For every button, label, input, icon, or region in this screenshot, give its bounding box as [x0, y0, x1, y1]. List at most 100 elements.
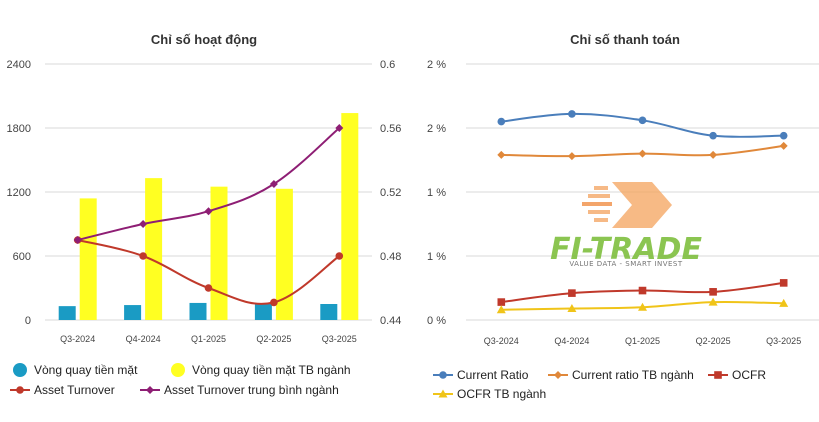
x-axis-tick-label: Q3-2024	[60, 334, 95, 344]
payment-chart: Chỉ số thanh toán 0 % 1 % 1 % 2 % 2 % Q3-202…	[427, 32, 819, 401]
left-axis-tick-label: 600	[13, 251, 31, 263]
current-ratio-industry-point	[709, 150, 718, 159]
activity-chart-legend[interactable]: Vòng quay tiền mặt Vòng quay tiền mặt TB …	[10, 363, 351, 397]
left-axis-tick-label: 2 %	[427, 123, 446, 135]
current-ratio-point	[568, 110, 576, 118]
left-axis-tick-label: 2400	[7, 59, 31, 71]
ocfr-point	[779, 279, 788, 287]
x-axis-tick-label: Q3-2025	[766, 336, 801, 346]
asset-turnover-industry-line	[77, 127, 340, 241]
asset-turnover-industry-point	[269, 180, 278, 188]
legend-item[interactable]: Vòng quay tiền mặt TB ngành	[171, 363, 351, 377]
legend-swatch-marker	[439, 371, 447, 379]
asset-turnover-industry-point	[139, 220, 148, 228]
asset-turnover-point	[204, 284, 213, 292]
legend-swatch-marker	[714, 371, 722, 379]
asset-turnover-point	[270, 298, 278, 307]
x-axis-tick-label: Q2-2025	[256, 334, 291, 344]
current-ratio-point	[638, 116, 647, 125]
legend-item[interactable]: Asset Turnover	[10, 383, 115, 397]
payment-chart-lines	[496, 110, 789, 314]
cash-turnover-bar	[189, 302, 207, 320]
legend-item[interactable]: Current Ratio	[433, 368, 529, 382]
legend-item[interactable]: OCFR	[708, 368, 766, 382]
left-axis-tick-label: 2 %	[427, 59, 446, 71]
current-ratio-industry-point	[779, 141, 788, 150]
asset-turnover-industry-point	[73, 236, 82, 244]
legend-label: Current ratio TB ngành	[572, 368, 694, 382]
activity-chart-left-axis: 0 600 1200 1800 2400	[7, 59, 31, 327]
legend-label: OCFR TB ngành	[457, 387, 546, 401]
ocfr-industry-point	[496, 305, 506, 314]
cash-turnover-bar	[124, 305, 142, 320]
fi-trade-tagline-text: VALUE DATA - SMART INVEST	[569, 260, 683, 268]
ocfr-industry-point	[638, 302, 647, 311]
current-ratio-point	[779, 131, 788, 140]
payment-chart-x-axis: Q3-2024 Q4-2024 Q1-2025 Q2-2025 Q3-2025	[484, 336, 801, 346]
activity-chart-x-axis: Q3-2024 Q4-2024 Q1-2025 Q2-2025 Q3-2025	[60, 334, 357, 344]
left-axis-tick-label: 0 %	[427, 315, 446, 327]
legend-item[interactable]: Asset Turnover trung bình ngành	[140, 383, 339, 397]
cash-turnover-industry-bar	[145, 178, 163, 320]
activity-chart-bars	[58, 113, 359, 320]
legend-swatch	[13, 363, 27, 377]
fi-trade-brand-text: FI-TRADE	[550, 232, 702, 267]
ocfr-point	[568, 289, 576, 297]
ocfr-point	[709, 288, 717, 296]
cash-turnover-industry-bar	[79, 198, 97, 320]
right-axis-tick-label: 0.48	[380, 251, 401, 263]
legend-label: Vòng quay tiền mặt TB ngành	[192, 363, 351, 377]
x-axis-tick-label: Q1-2025	[625, 336, 660, 346]
asset-turnover-point	[335, 252, 344, 260]
current-ratio-industry-point	[497, 150, 506, 159]
cash-turnover-industry-bar	[275, 188, 293, 320]
left-axis-tick-label: 0	[25, 315, 31, 327]
current-ratio-point	[709, 131, 717, 140]
activity-chart-grid	[45, 63, 372, 321]
right-axis-tick-label: 0.52	[380, 187, 401, 199]
x-axis-tick-label: Q1-2025	[191, 334, 226, 344]
ocfr-industry-point	[708, 297, 718, 306]
legend-label: Asset Turnover trung bình ngành	[164, 383, 339, 397]
right-axis-tick-label: 0.44	[380, 315, 401, 327]
left-axis-tick-label: 1 %	[427, 251, 446, 263]
ocfr-industry-point	[567, 303, 577, 312]
left-axis-tick-label: 1200	[7, 187, 31, 199]
left-axis-tick-label: 1800	[7, 123, 31, 135]
ocfr-point	[497, 298, 506, 306]
right-axis-tick-label: 0.56	[380, 123, 401, 135]
asset-turnover-industry-point	[204, 207, 213, 216]
legend-item[interactable]: OCFR TB ngành	[433, 387, 546, 401]
asset-turnover-line	[77, 239, 340, 305]
left-axis-tick-label: 1 %	[427, 187, 446, 199]
x-axis-tick-label: Q3-2024	[484, 336, 519, 346]
current-ratio-point	[497, 117, 506, 126]
activity-chart-title: Chỉ số hoạt động	[151, 32, 257, 47]
legend-swatch-marker	[438, 389, 448, 398]
x-axis-tick-label: Q3-2025	[322, 334, 357, 344]
legend-swatch-marker	[16, 386, 24, 394]
fi-trade-watermark: FI-TRADE VALUE DATA - SMART INVEST	[550, 182, 702, 268]
right-axis-tick-label: 0.6	[380, 59, 395, 71]
cash-turnover-bar	[58, 306, 76, 320]
current-ratio-industry-point	[567, 152, 576, 161]
legend-label: Current Ratio	[457, 368, 529, 382]
payment-chart-title: Chỉ số thanh toán	[570, 32, 680, 47]
payment-chart-legend[interactable]: Current Ratio Current ratio TB ngành OCFR O…	[433, 368, 766, 401]
payment-chart-left-axis: 0 % 1 % 1 % 2 % 2 %	[427, 59, 446, 327]
legend-item[interactable]: Vòng quay tiền mặt	[13, 363, 138, 377]
activity-chart-right-axis: 0.44 0.48 0.52 0.56 0.6	[380, 59, 401, 327]
cash-turnover-bar	[320, 304, 338, 320]
cash-turnover-bar	[254, 304, 272, 320]
ocfr-industry-point	[779, 298, 789, 307]
cash-turnover-industry-bar	[210, 186, 228, 320]
legend-label: Asset Turnover	[34, 383, 115, 397]
legend-item[interactable]: Current ratio TB ngành	[548, 368, 694, 382]
legend-label: Vòng quay tiền mặt	[34, 363, 138, 377]
legend-swatch-marker	[146, 386, 154, 394]
arrow-logo-icon	[582, 182, 672, 228]
current-ratio-industry-point	[638, 149, 647, 158]
activity-chart-lines	[73, 124, 344, 307]
